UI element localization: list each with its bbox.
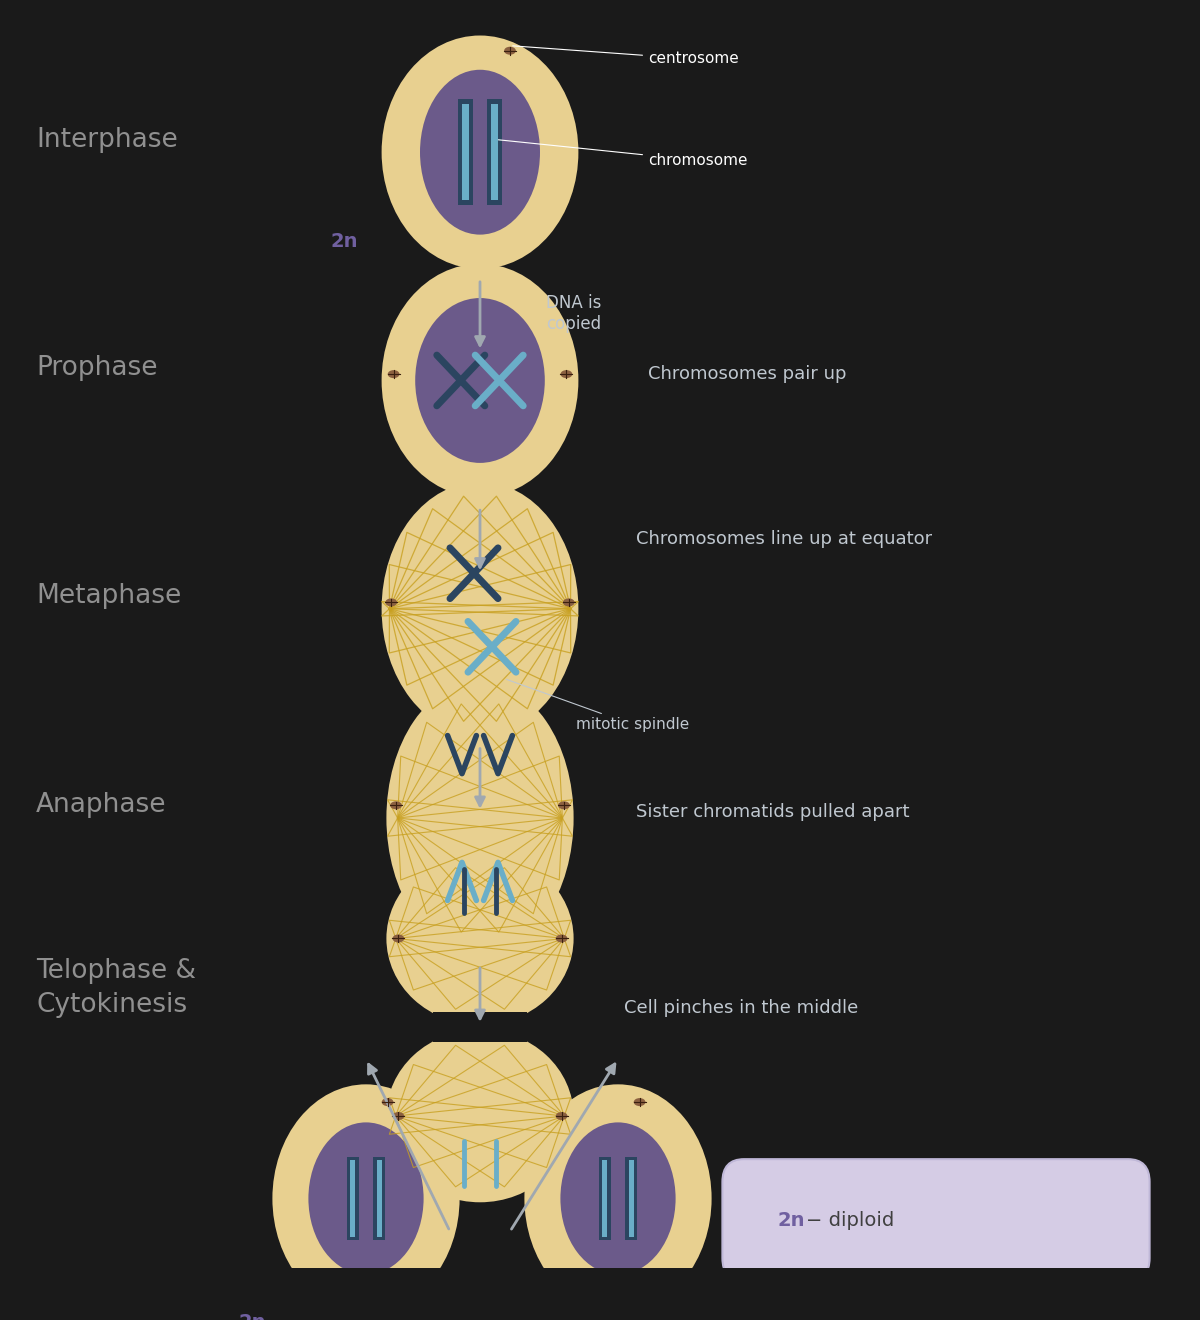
FancyBboxPatch shape bbox=[722, 1159, 1150, 1280]
Ellipse shape bbox=[385, 598, 397, 606]
Ellipse shape bbox=[634, 1098, 646, 1106]
Text: Chromosomes line up at equator: Chromosomes line up at equator bbox=[636, 531, 932, 548]
Text: Sister chromatids pulled apart: Sister chromatids pulled apart bbox=[636, 803, 910, 821]
Ellipse shape bbox=[382, 264, 578, 498]
Ellipse shape bbox=[560, 370, 572, 378]
Bar bbox=[602, 1160, 607, 1237]
Ellipse shape bbox=[524, 1084, 712, 1312]
Ellipse shape bbox=[415, 298, 545, 463]
Text: Prophase: Prophase bbox=[36, 355, 157, 380]
Bar bbox=[350, 1160, 355, 1237]
Text: Interphase: Interphase bbox=[36, 127, 178, 153]
Bar bbox=[377, 1160, 382, 1237]
Bar bbox=[373, 1156, 385, 1241]
Bar bbox=[625, 1156, 637, 1241]
Ellipse shape bbox=[272, 1084, 460, 1312]
Bar bbox=[629, 1160, 634, 1237]
Text: centrosome: centrosome bbox=[512, 46, 739, 66]
Bar bbox=[347, 1156, 359, 1241]
Ellipse shape bbox=[556, 935, 568, 942]
Ellipse shape bbox=[392, 1111, 404, 1121]
Ellipse shape bbox=[556, 1111, 568, 1121]
Text: 2n: 2n bbox=[330, 232, 358, 251]
Text: chromosome: chromosome bbox=[498, 140, 748, 168]
Text: Chromosomes pair up: Chromosomes pair up bbox=[648, 366, 846, 383]
Text: Two identical daughter cells: Two identical daughter cells bbox=[748, 1183, 998, 1201]
Text: − diploid: − diploid bbox=[806, 1210, 895, 1229]
Ellipse shape bbox=[382, 36, 578, 269]
Ellipse shape bbox=[563, 598, 575, 606]
Ellipse shape bbox=[420, 70, 540, 235]
Bar bbox=[433, 1012, 527, 1043]
Bar bbox=[599, 1156, 611, 1241]
Ellipse shape bbox=[386, 853, 574, 1024]
Bar bbox=[462, 104, 469, 201]
Bar bbox=[491, 104, 498, 201]
Ellipse shape bbox=[386, 681, 574, 954]
Ellipse shape bbox=[386, 1030, 574, 1203]
Ellipse shape bbox=[558, 801, 570, 809]
Text: Metaphase: Metaphase bbox=[36, 583, 181, 609]
Ellipse shape bbox=[504, 46, 516, 54]
Text: Anaphase: Anaphase bbox=[36, 792, 167, 818]
Ellipse shape bbox=[392, 935, 404, 942]
Ellipse shape bbox=[308, 1122, 424, 1275]
Text: 2n: 2n bbox=[778, 1210, 805, 1229]
Ellipse shape bbox=[382, 482, 578, 735]
Text: Telophase &
Cytokinesis: Telophase & Cytokinesis bbox=[36, 957, 196, 1018]
Text: 2n: 2n bbox=[239, 1313, 266, 1320]
Ellipse shape bbox=[382, 1098, 394, 1106]
Text: Cell pinches in the middle: Cell pinches in the middle bbox=[624, 999, 858, 1018]
Ellipse shape bbox=[390, 801, 402, 809]
Ellipse shape bbox=[560, 1122, 676, 1275]
Text: DNA is
copied: DNA is copied bbox=[546, 294, 601, 333]
Bar bbox=[487, 99, 502, 206]
Ellipse shape bbox=[388, 370, 400, 378]
Text: mitotic spindle: mitotic spindle bbox=[506, 680, 689, 733]
Bar bbox=[458, 99, 473, 206]
